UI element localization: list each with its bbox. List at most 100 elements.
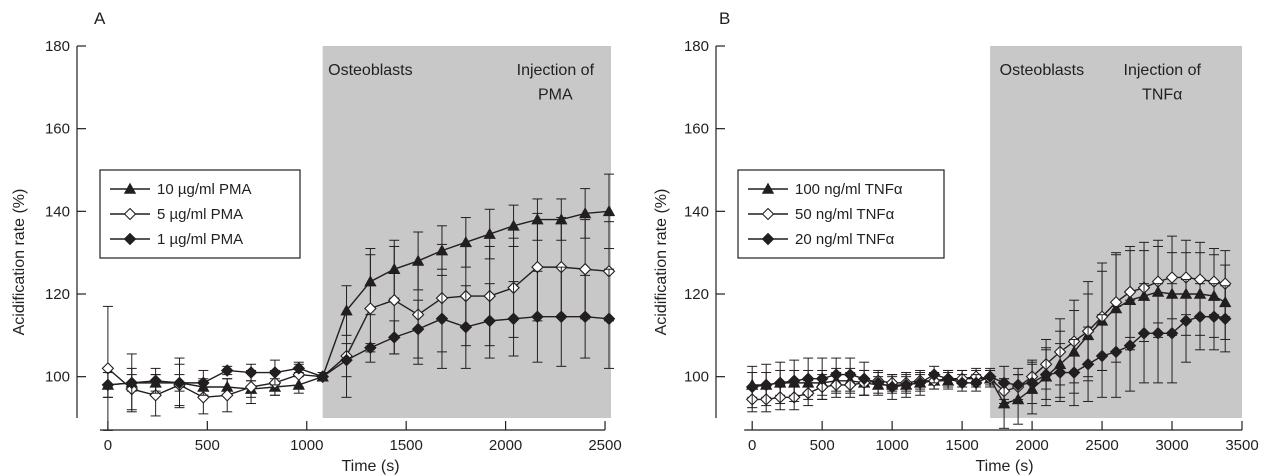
data-point <box>1067 366 1081 379</box>
data-point <box>292 362 306 375</box>
data-point <box>220 364 234 377</box>
data-point <box>1165 326 1179 340</box>
data-point <box>411 322 425 336</box>
x-tick-label: 1500 <box>945 437 978 454</box>
x-tick-label: 2000 <box>489 437 522 454</box>
data-point <box>387 293 401 307</box>
data-point <box>149 374 162 388</box>
x-tick-label: 500 <box>195 437 220 454</box>
data-point <box>969 376 983 390</box>
x-tick-label: 500 <box>810 437 835 454</box>
data-point <box>1081 357 1095 371</box>
data-point <box>1095 349 1109 363</box>
series-group <box>745 279 1232 409</box>
data-point <box>829 368 843 381</box>
data-point <box>101 378 115 392</box>
data-point <box>268 366 282 379</box>
data-point <box>459 320 473 334</box>
panel-letter: B <box>719 9 730 28</box>
y-tick-label: 120 <box>45 286 70 303</box>
x-tick-label: 3000 <box>1155 437 1188 454</box>
annotation-text: TNFα <box>1142 87 1182 104</box>
data-point <box>197 376 210 390</box>
panel-letter: A <box>94 9 106 28</box>
x-tick-label: 1000 <box>290 437 323 454</box>
legend-marker <box>761 207 775 221</box>
y-tick-label: 180 <box>684 38 709 55</box>
x-tick-label: 2000 <box>1015 437 1048 454</box>
annotation-text: Injection of <box>1124 62 1202 79</box>
legend-label: 100 ng/ml TNFα <box>795 181 903 198</box>
y-tick-label: 100 <box>45 369 70 386</box>
data-point <box>173 376 186 390</box>
chart-panel-b: Osteoblasts Injection of TNFα 100 120 140 160 1… <box>653 9 1259 475</box>
x-tick-label: 2500 <box>1085 437 1118 454</box>
data-point <box>885 380 899 394</box>
data-point <box>1123 339 1137 352</box>
y-tick-label: 160 <box>684 121 709 138</box>
x-tick-label: 0 <box>748 437 756 454</box>
data-point <box>955 376 969 390</box>
data-point <box>997 376 1011 390</box>
data-point <box>1165 271 1179 284</box>
data-point <box>787 374 801 388</box>
data-point <box>1218 312 1232 326</box>
data-point <box>759 378 773 392</box>
annotation-text: Osteoblasts <box>1000 62 1084 79</box>
data-point <box>927 368 941 381</box>
data-point <box>857 372 871 386</box>
x-axis-title: Time (s) <box>975 458 1033 475</box>
x-tick-label: 1500 <box>389 437 422 454</box>
data-point <box>899 378 913 392</box>
data-point <box>435 312 449 326</box>
chart-panel-a: Osteoblasts Injection of PMA 100 120 140 160 18… <box>11 9 622 475</box>
x-tick-label: 1000 <box>875 437 908 454</box>
y-tick-label: 180 <box>45 38 70 55</box>
legend-marker <box>123 232 137 246</box>
annotation-text: Injection of <box>517 62 595 79</box>
data-point <box>1207 310 1221 324</box>
data-point <box>1039 368 1053 381</box>
data-point <box>941 372 955 386</box>
series-group <box>101 266 616 413</box>
data-point <box>815 372 829 386</box>
data-point <box>1137 326 1151 340</box>
x-tick-label: 2500 <box>588 437 621 454</box>
data-point <box>871 376 885 390</box>
data-point <box>913 376 927 390</box>
data-point <box>1151 326 1165 340</box>
data-point <box>364 341 377 355</box>
data-point <box>531 310 544 324</box>
data-point <box>1011 378 1025 392</box>
legend: 100 ng/ml TNFα 50 ng/ml TNFα 20 ng/ml TNFα <box>737 169 945 259</box>
data-point <box>1179 314 1193 328</box>
series-line <box>107 316 610 386</box>
data-point <box>983 370 997 383</box>
data-point <box>843 368 857 381</box>
data-point <box>483 227 496 239</box>
data-point <box>578 310 592 324</box>
annotation-text: Osteoblasts <box>328 62 412 79</box>
y-tick-label: 160 <box>45 121 70 138</box>
legend-marker <box>123 182 137 194</box>
data-point <box>1109 345 1123 359</box>
y-tick-label: 120 <box>684 286 709 303</box>
legend-label: 5 µg/ml PMA <box>157 206 243 223</box>
data-point <box>507 312 520 326</box>
legend-marker <box>761 182 775 194</box>
y-axis-title: Acidification rate (%) <box>653 189 670 336</box>
legend: 10 µg/ml PMA 5 µg/ml PMA 1 µg/ml PMA <box>99 169 301 259</box>
data-point <box>1193 310 1207 324</box>
legend-label: 1 µg/ml PMA <box>157 231 243 248</box>
data-point <box>801 372 815 386</box>
y-tick-label: 100 <box>684 369 709 386</box>
annotation-text: PMA <box>538 87 573 104</box>
legend-label: 20 ng/ml TNFα <box>795 231 895 248</box>
legend-marker <box>123 207 137 221</box>
legend-label: 50 ng/ml TNFα <box>795 206 895 223</box>
data-point <box>316 370 329 383</box>
data-point <box>340 353 353 367</box>
data-point <box>578 262 592 276</box>
legend-label: 10 µg/ml PMA <box>157 181 252 198</box>
